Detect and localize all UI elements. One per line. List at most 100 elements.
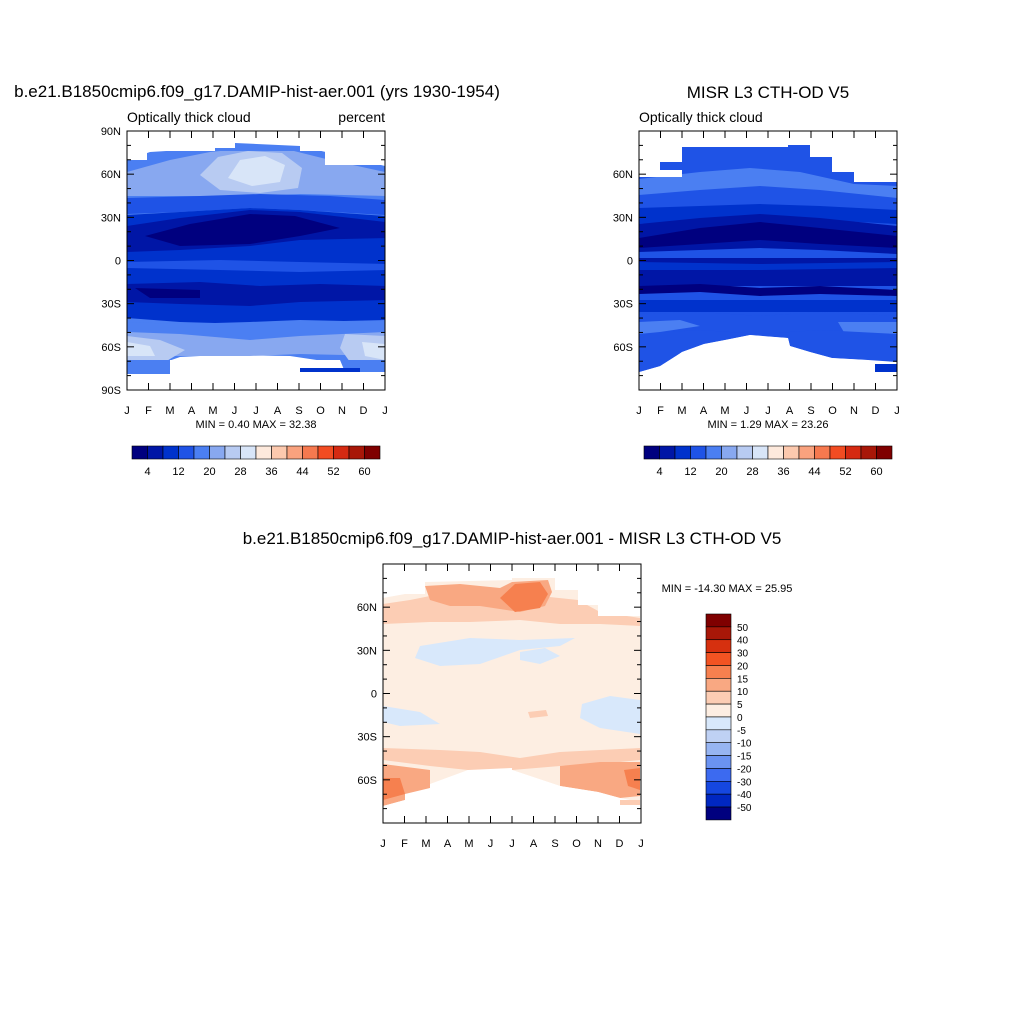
colorbar-label: 50 [737, 623, 749, 634]
x-tick-label: A [188, 405, 196, 417]
colorbar-label: 60 [358, 466, 370, 478]
x-tick-label: J [638, 838, 644, 850]
colorbar-box [147, 445, 164, 460]
x-tick-label: J [765, 405, 771, 417]
colorbar-label: -40 [737, 790, 752, 801]
colorbar-box [302, 445, 319, 460]
model-contour-field [127, 131, 385, 390]
obs-stats: MIN = 1.29 MAX = 23.26 [707, 419, 828, 431]
colorbar-box [705, 703, 732, 718]
colorbar-box [860, 445, 877, 460]
colorbar-label: -15 [737, 752, 752, 763]
y-tick-label: 60S [613, 342, 633, 354]
colorbar-label: -5 [737, 726, 746, 737]
colorbar-box [798, 445, 815, 460]
y-tick-label: 60N [357, 602, 377, 614]
x-tick-label: A [786, 405, 794, 417]
x-tick-label: A [530, 838, 538, 850]
colorbar-label: 20 [203, 466, 215, 478]
model-left-label: Optically thick cloud [127, 109, 251, 125]
colorbar-box [783, 445, 800, 460]
colorbar-box [814, 445, 831, 460]
colorbar-label: 12 [172, 466, 184, 478]
colorbar-label: 4 [656, 466, 662, 478]
x-tick-label: F [657, 405, 664, 417]
x-tick-label: A [700, 405, 708, 417]
colorbar-box [364, 445, 381, 460]
x-tick-label: J [509, 838, 515, 850]
x-tick-label: F [145, 405, 152, 417]
x-tick-label: J [382, 405, 388, 417]
y-tick-label: 0 [627, 256, 633, 268]
colorbar-box [240, 445, 257, 460]
colorbar-box [705, 781, 732, 795]
colorbar-box [705, 729, 732, 744]
colorbar-box [209, 445, 226, 460]
model-right-label: percent [338, 109, 385, 125]
colorbar-box [752, 445, 769, 460]
colorbar-label: 4 [144, 466, 150, 478]
model-stats: MIN = 0.40 MAX = 32.38 [195, 419, 316, 431]
colorbar-box [178, 445, 195, 460]
obs-left-label: Optically thick cloud [639, 109, 763, 125]
colorbar-box [705, 626, 732, 641]
y-tick-label: 0 [371, 689, 377, 701]
colorbar-label: 10 [737, 687, 749, 698]
x-tick-label: J [253, 405, 259, 417]
colorbar-label: 28 [234, 466, 246, 478]
x-tick-label: J [380, 838, 386, 850]
colorbar-box [333, 445, 350, 460]
y-tick-label: 30N [613, 212, 633, 224]
colorbar-label: 15 [737, 674, 749, 685]
x-tick-label: M [165, 405, 174, 417]
colorbar-box [876, 445, 893, 460]
x-tick-label: S [807, 405, 814, 417]
x-tick-label: O [316, 405, 325, 417]
x-tick-label: D [616, 838, 624, 850]
diff-contour-field [383, 564, 641, 823]
colorbar-label: 0 [737, 713, 743, 724]
colorbar-box [705, 768, 732, 782]
obs-contour-field [639, 131, 897, 390]
colorbar-label: 44 [808, 466, 820, 478]
x-tick-label: A [444, 838, 452, 850]
obs-panel: MISR L3 CTH-OD V5 Optically thick cloud [613, 83, 900, 478]
y-tick-label: 60S [357, 775, 377, 787]
x-tick-label: J [232, 405, 238, 417]
diff-y-tick-labels: 60N 30N 0 30S 60S [357, 563, 641, 824]
colorbar-box [705, 613, 732, 628]
x-tick-label: N [594, 838, 602, 850]
colorbar-box [705, 806, 732, 821]
x-tick-label: S [295, 405, 302, 417]
colorbar-box [643, 445, 660, 460]
colorbar-box [690, 445, 707, 460]
colorbar-label: 30 [737, 649, 749, 660]
colorbar-box [705, 445, 722, 460]
model-panel: b.e21.B1850cmip6.f09_g17.DAMIP-hist-aer.… [14, 82, 500, 478]
colorbar-label: -10 [737, 739, 752, 750]
y-tick-label: 30S [613, 299, 633, 311]
model-y-tick-labels: 90N 60N 30N 0 30S 60S 90S [101, 126, 385, 397]
colorbar-box [705, 742, 732, 756]
colorbar-box [659, 445, 676, 460]
colorbar-box [845, 445, 862, 460]
colorbar-label: 28 [746, 466, 758, 478]
colorbar-box [317, 445, 334, 460]
colorbar-label: -20 [737, 764, 752, 775]
colorbar-label: 5 [737, 700, 743, 711]
colorbar-box [255, 445, 272, 460]
x-tick-label: M [677, 405, 686, 417]
colorbar-label: 36 [777, 466, 789, 478]
colorbar-box [705, 652, 732, 666]
x-tick-label: M [464, 838, 473, 850]
model-title: b.e21.B1850cmip6.f09_g17.DAMIP-hist-aer.… [14, 82, 500, 101]
colorbar-label: 52 [839, 466, 851, 478]
colorbar-box [271, 445, 288, 460]
x-tick-label: J [636, 405, 642, 417]
colorbar-box [705, 690, 732, 705]
colorbar-box [348, 445, 365, 460]
